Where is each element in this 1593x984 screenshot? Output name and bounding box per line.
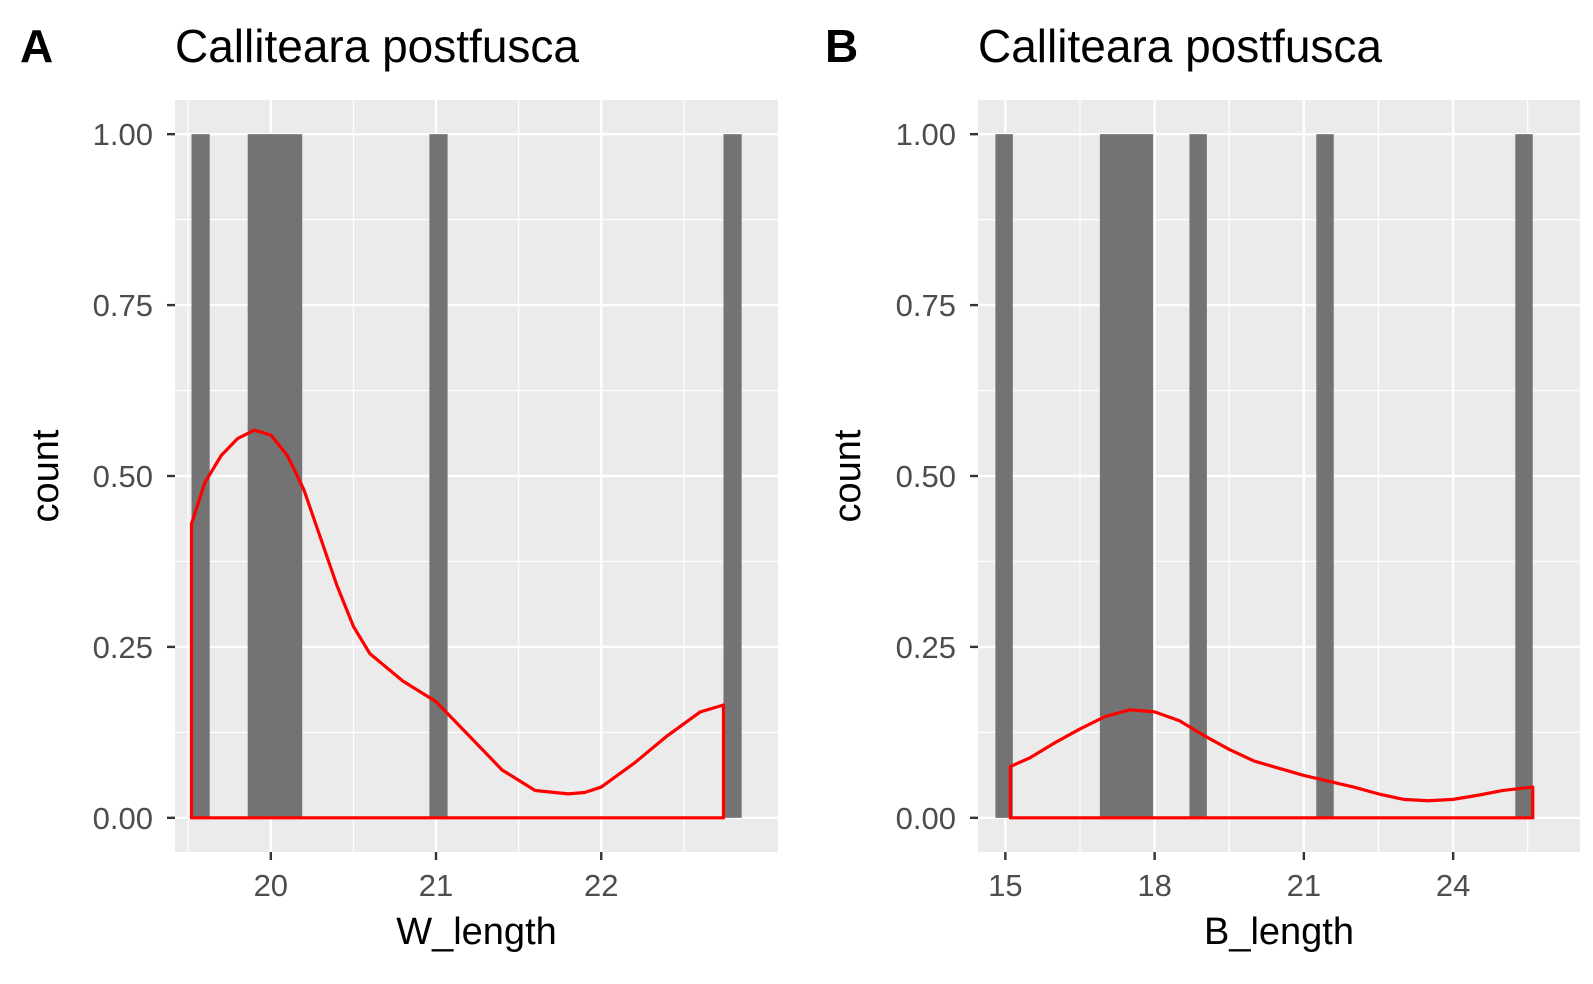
y-tick-label: 0.75 (93, 288, 153, 323)
y-tick-label: 0.25 (896, 630, 956, 665)
x-tick-label: 21 (1287, 868, 1321, 903)
x-tick-label: 20 (254, 868, 288, 903)
x-axis-title: W_length (396, 911, 557, 953)
y-tick-label: 0.75 (896, 288, 956, 323)
density-curve (189, 428, 726, 820)
y-tick-label: 0.50 (93, 459, 153, 494)
x-tick-label: 18 (1137, 868, 1171, 903)
y-tick-label: 1.00 (896, 117, 956, 152)
panel-tag: A (20, 20, 53, 72)
y-tick-label: 0.25 (93, 630, 153, 665)
x-axis-title: B_length (1204, 911, 1354, 953)
x-tick-label: 21 (419, 868, 453, 903)
x-tick-label: 22 (584, 868, 618, 903)
density-curve (1008, 708, 1535, 820)
y-tick-label: 0.50 (896, 459, 956, 494)
y-axis-title: count (25, 429, 67, 522)
histogram-bar (191, 134, 210, 818)
panel-title: Calliteara postfusca (978, 20, 1382, 72)
histogram-bar (723, 134, 742, 818)
histogram-bar (1099, 134, 1154, 818)
histogram-bar (247, 134, 303, 818)
x-tick-label: 24 (1436, 868, 1470, 903)
y-tick-label: 0.00 (93, 801, 153, 836)
histogram-bar (429, 134, 448, 818)
y-tick-label: 1.00 (93, 117, 153, 152)
y-tick-label: 0.00 (896, 801, 956, 836)
panel-b: 0.00 0.25 0.50 0.75 1.00 15 18 21 24 B_length coun… (825, 20, 1580, 953)
histogram-bar (995, 134, 1013, 818)
panel-a: 0.00 0.25 0.50 0.75 1.00 20 21 22 W_length count A… (20, 20, 778, 953)
x-tick-label: 15 (988, 868, 1022, 903)
histogram-bar (1515, 134, 1533, 818)
histogram-bar (1316, 134, 1334, 818)
panel-tag: B (825, 20, 858, 72)
histogram-bar (1189, 134, 1207, 818)
panel-title: Calliteara postfusca (175, 20, 579, 72)
y-axis-title: count (827, 429, 869, 522)
